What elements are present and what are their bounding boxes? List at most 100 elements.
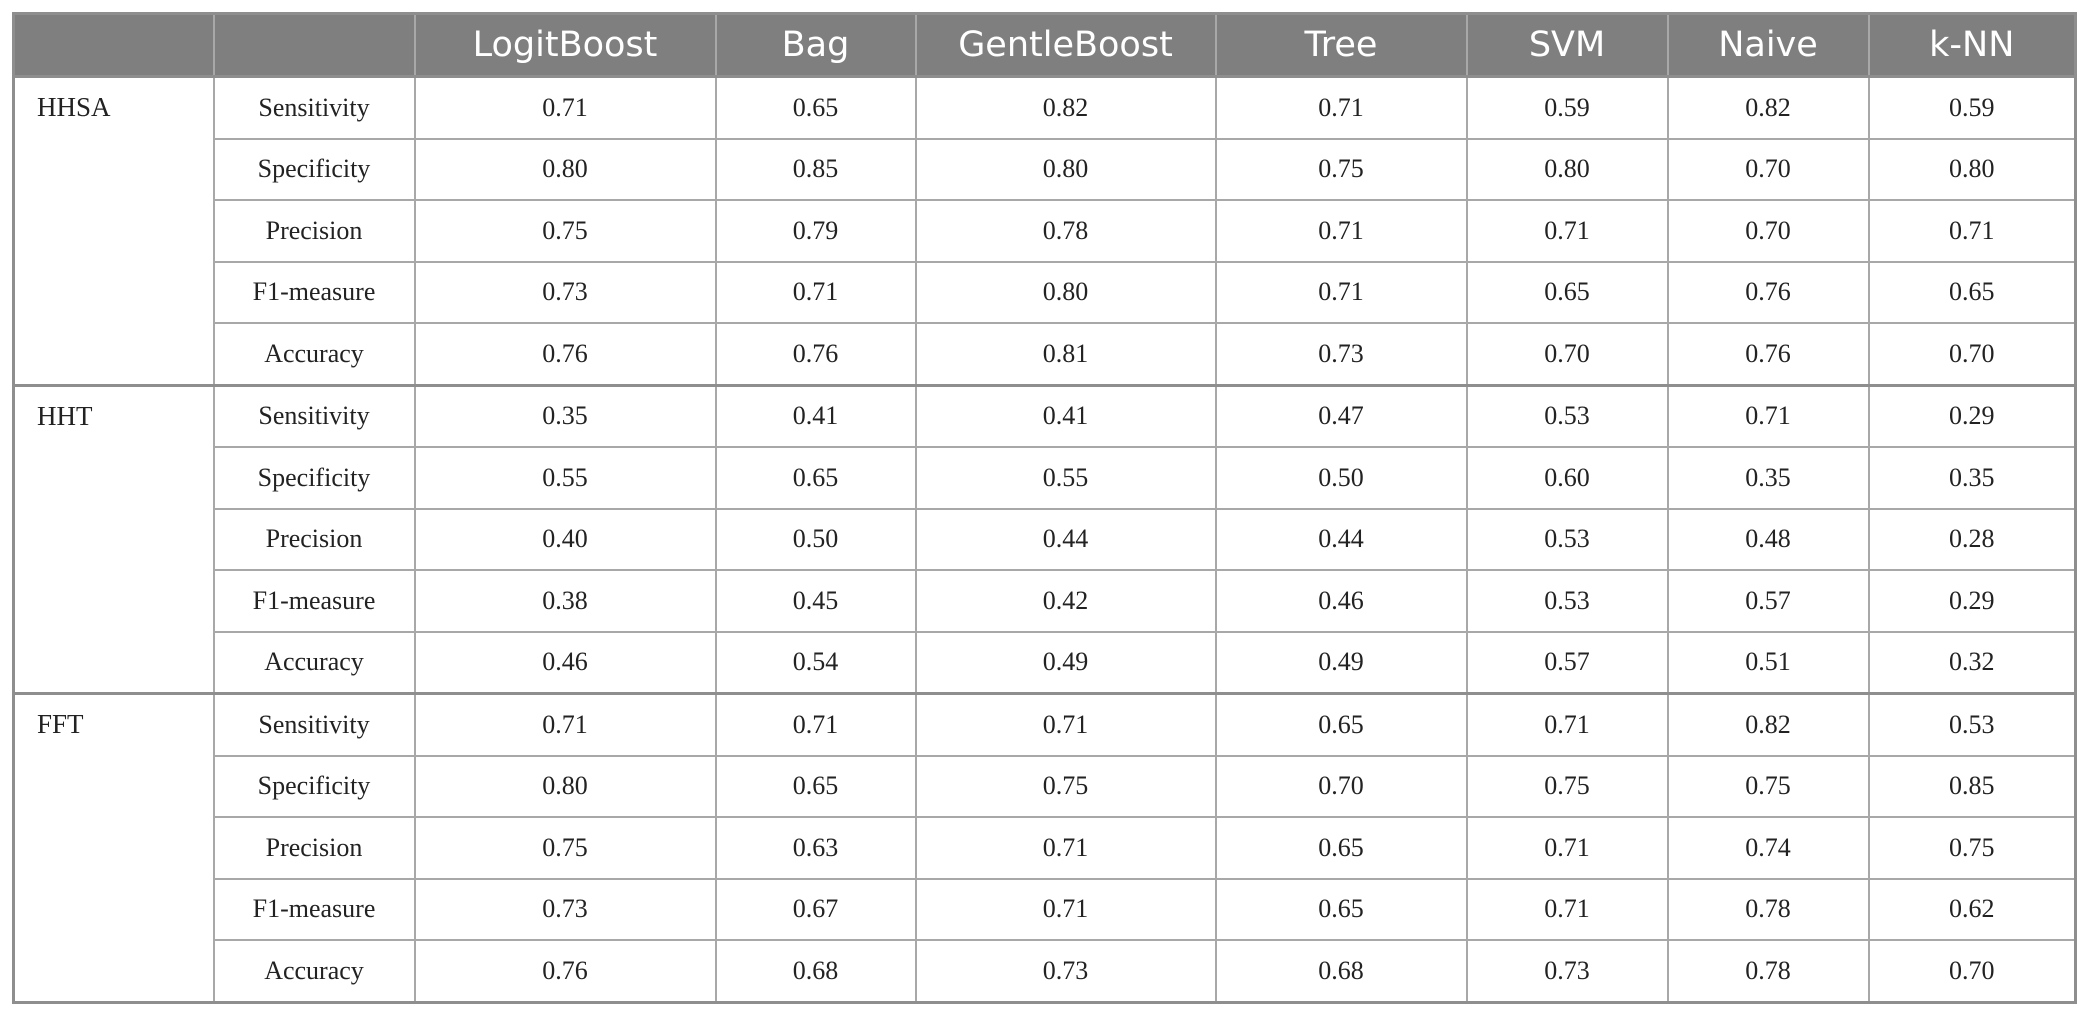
value-cell: 0.71 bbox=[1465, 877, 1669, 941]
value-cell: 0.46 bbox=[413, 630, 717, 695]
value-cell: 0.70 bbox=[1867, 322, 2077, 386]
table-row: Accuracy 0.76 0.68 0.73 0.68 0.73 0.78 0.70 bbox=[14, 939, 2077, 1003]
value-cell: 0.73 bbox=[413, 260, 717, 324]
table-row: Precision 0.75 0.63 0.71 0.65 0.71 0.74 0.75 bbox=[14, 816, 2077, 880]
value-cell: 0.68 bbox=[714, 939, 917, 1003]
table-row: Accuracy 0.76 0.76 0.81 0.73 0.70 0.76 0.70 bbox=[14, 322, 2077, 386]
value-cell: 0.53 bbox=[1465, 569, 1669, 633]
value-cell: 0.54 bbox=[714, 630, 917, 695]
value-cell: 0.41 bbox=[914, 383, 1217, 448]
value-cell: 0.55 bbox=[914, 446, 1217, 510]
value-cell: 0.85 bbox=[1867, 754, 2077, 818]
value-cell: 0.73 bbox=[413, 877, 717, 941]
value-cell: 0.76 bbox=[413, 939, 717, 1003]
value-cell: 0.75 bbox=[1214, 137, 1468, 201]
value-cell: 0.70 bbox=[1867, 939, 2077, 1003]
table-row: FFT Sensitivity 0.71 0.71 0.71 0.65 0.71 0.82 0.… bbox=[12, 692, 2077, 1003]
table-row: Accuracy 0.46 0.54 0.49 0.49 0.57 0.51 0.32 bbox=[14, 630, 2077, 695]
value-cell: 0.44 bbox=[914, 507, 1217, 571]
value-cell: 0.74 bbox=[1666, 816, 1870, 880]
value-cell: 0.50 bbox=[714, 507, 917, 571]
value-cell: 0.65 bbox=[714, 446, 917, 510]
value-cell: 0.38 bbox=[413, 569, 717, 633]
value-cell: 0.65 bbox=[714, 75, 917, 140]
value-cell: 0.71 bbox=[1465, 816, 1669, 880]
value-cell: 0.65 bbox=[1214, 877, 1468, 941]
value-cell: 0.79 bbox=[714, 199, 917, 263]
value-cell: 0.81 bbox=[914, 322, 1217, 386]
value-cell: 0.70 bbox=[1465, 322, 1669, 386]
value-cell: 0.40 bbox=[413, 507, 717, 571]
value-cell: 0.80 bbox=[413, 754, 717, 818]
value-cell: 0.71 bbox=[413, 75, 717, 140]
value-cell: 0.71 bbox=[1214, 199, 1468, 263]
value-cell: 0.53 bbox=[1867, 692, 2077, 757]
value-cell: 0.65 bbox=[1867, 260, 2077, 324]
value-cell: 0.70 bbox=[1666, 199, 1870, 263]
value-cell: 0.75 bbox=[1867, 816, 2077, 880]
metric-label: F1-measure bbox=[212, 260, 416, 324]
table-row: HHSA Sensitivity 0.71 0.65 0.82 0.71 0.59 0.82 0… bbox=[12, 75, 2077, 386]
value-cell: 0.76 bbox=[413, 322, 717, 386]
value-cell: 0.59 bbox=[1465, 75, 1669, 140]
value-cell: 0.78 bbox=[1666, 877, 1870, 941]
value-cell: 0.78 bbox=[1666, 939, 1870, 1003]
metric-label: Sensitivity bbox=[212, 692, 416, 757]
value-cell: 0.82 bbox=[1666, 692, 1870, 757]
table-row: Specificity 0.55 0.65 0.55 0.50 0.60 0.35 0.35 bbox=[14, 446, 2077, 510]
value-cell: 0.48 bbox=[1666, 507, 1870, 571]
value-cell: 0.76 bbox=[1666, 322, 1870, 386]
header-cell-logitboost: LogitBoost bbox=[413, 12, 717, 78]
value-cell: 0.57 bbox=[1666, 569, 1870, 633]
metric-label: Specificity bbox=[212, 754, 416, 818]
value-cell: 0.75 bbox=[1666, 754, 1870, 818]
value-cell: 0.82 bbox=[914, 75, 1217, 140]
metric-label: Sensitivity bbox=[212, 75, 416, 140]
header-cell-knn: k-NN bbox=[1867, 12, 2077, 78]
value-cell: 0.71 bbox=[1666, 383, 1870, 448]
value-cell: 0.71 bbox=[714, 692, 917, 757]
value-cell: 0.70 bbox=[1214, 754, 1468, 818]
value-cell: 0.78 bbox=[914, 199, 1217, 263]
header-cell-naive: Naive bbox=[1666, 12, 1870, 78]
metric-label: Accuracy bbox=[212, 939, 416, 1003]
value-cell: 0.53 bbox=[1465, 507, 1669, 571]
value-cell: 0.75 bbox=[1465, 754, 1669, 818]
header-cell-gentleboost: GentleBoost bbox=[914, 12, 1217, 78]
group-label: FFT bbox=[12, 692, 215, 1003]
table-row: F1-measure 0.73 0.71 0.80 0.71 0.65 0.76 0.65 bbox=[14, 260, 2077, 324]
table-row: F1-measure 0.38 0.45 0.42 0.46 0.53 0.57 0.29 bbox=[14, 569, 2077, 633]
value-cell: 0.60 bbox=[1465, 446, 1669, 510]
header-cell-svm: SVM bbox=[1465, 12, 1669, 78]
metric-label: F1-measure bbox=[212, 877, 416, 941]
table-row: Precision 0.40 0.50 0.44 0.44 0.53 0.48 0.28 bbox=[14, 507, 2077, 571]
metric-label: Specificity bbox=[212, 446, 416, 510]
header-cell-tree: Tree bbox=[1214, 12, 1468, 78]
value-cell: 0.67 bbox=[714, 877, 917, 941]
value-cell: 0.59 bbox=[1867, 75, 2077, 140]
value-cell: 0.71 bbox=[1214, 260, 1468, 324]
header-cell-metric bbox=[212, 12, 416, 78]
value-cell: 0.75 bbox=[413, 816, 717, 880]
value-cell: 0.65 bbox=[1214, 816, 1468, 880]
value-cell: 0.65 bbox=[1214, 692, 1468, 757]
results-table: LogitBoost Bag GentleBoost Tree SVM Naiv… bbox=[12, 12, 2077, 1004]
header-cell-bag: Bag bbox=[714, 12, 917, 78]
value-cell: 0.53 bbox=[1465, 383, 1669, 448]
value-cell: 0.29 bbox=[1867, 383, 2077, 448]
value-cell: 0.71 bbox=[914, 816, 1217, 880]
value-cell: 0.71 bbox=[914, 877, 1217, 941]
value-cell: 0.41 bbox=[714, 383, 917, 448]
value-cell: 0.73 bbox=[1465, 939, 1669, 1003]
value-cell: 0.32 bbox=[1867, 630, 2077, 695]
table-body: HHSA Sensitivity 0.71 0.65 0.82 0.71 0.59 0.82 0… bbox=[12, 75, 2077, 1003]
results-table-container: LogitBoost Bag GentleBoost Tree SVM Naiv… bbox=[12, 12, 2077, 1004]
value-cell: 0.71 bbox=[914, 692, 1217, 757]
metric-label: Sensitivity bbox=[212, 383, 416, 448]
value-cell: 0.70 bbox=[1666, 137, 1870, 201]
value-cell: 0.73 bbox=[914, 939, 1217, 1003]
table-row: F1-measure 0.73 0.67 0.71 0.65 0.71 0.78 0.62 bbox=[14, 877, 2077, 941]
value-cell: 0.71 bbox=[413, 692, 717, 757]
table-row: Specificity 0.80 0.85 0.80 0.75 0.80 0.70 0.80 bbox=[14, 137, 2077, 201]
value-cell: 0.75 bbox=[914, 754, 1217, 818]
